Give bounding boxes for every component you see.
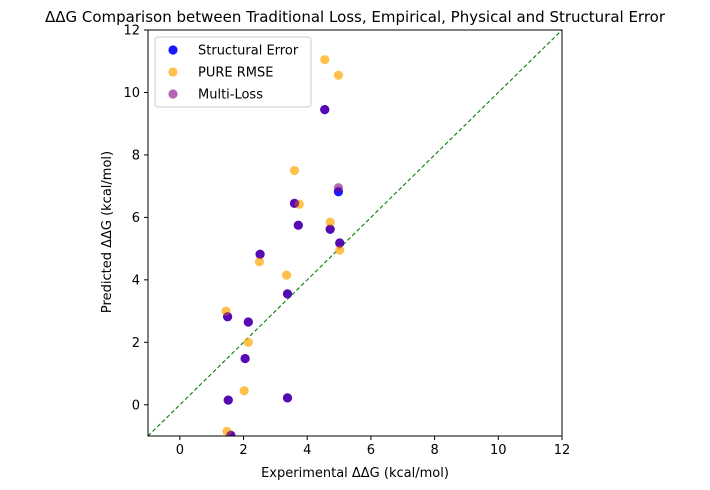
- y-axis-label: Predicted ΔΔG (kcal/mol): [100, 151, 115, 313]
- point-multi-loss-8: [289, 198, 300, 208]
- point-multi-loss-11: [325, 224, 335, 234]
- legend-label-2: Multi-Loss: [198, 88, 263, 103]
- x-tick-label: 6: [367, 443, 375, 458]
- plot-frame: [147, 29, 563, 437]
- point-multi-loss-13: [335, 238, 345, 248]
- legend-marker-2: [168, 89, 178, 99]
- point-multi-loss-0: [223, 312, 233, 322]
- legend: Structural Error PURE RMSE Multi-Loss: [154, 36, 312, 108]
- y-tick-label: 0: [132, 398, 140, 413]
- y-tick-label: 8: [132, 148, 140, 163]
- point-pure-rmse-10: [333, 70, 344, 80]
- x-tick-label: 12: [554, 443, 571, 458]
- point-multi-loss-3: [240, 353, 250, 364]
- point-pure-rmse-11: [335, 245, 345, 255]
- point-pure-rmse-2: [239, 386, 249, 396]
- legend-marker-1: [168, 67, 178, 77]
- reference-line: [148, 30, 562, 436]
- y-tick-label: 10: [123, 86, 140, 101]
- point-multi-loss-5: [255, 249, 265, 259]
- y-tick-label: 12: [123, 24, 140, 39]
- point-pure-rmse-8: [320, 55, 330, 65]
- x-tick-label: 10: [490, 443, 507, 458]
- x-tick-label: 0: [176, 443, 184, 458]
- point-pure-rmse-6: [289, 165, 300, 176]
- legend-marker-0: [168, 45, 178, 55]
- x-axis-label: Experimental ΔΔG (kcal/mol): [261, 466, 449, 481]
- point-multi-loss-6: [282, 289, 293, 299]
- y-tick-label: 4: [132, 273, 140, 288]
- chart-title: ΔΔG Comparison between Traditional Loss,…: [45, 8, 666, 26]
- point-pure-rmse-4: [254, 257, 265, 267]
- point-multi-loss-10: [320, 105, 330, 115]
- y-tick-label: 2: [132, 336, 140, 351]
- legend-label-0: Structural Error: [198, 44, 299, 59]
- point-multi-loss-12: [333, 183, 344, 193]
- x-tick-label: 2: [239, 443, 247, 458]
- y-tick-label: 6: [132, 211, 140, 226]
- point-multi-loss-1: [223, 395, 233, 405]
- x-tick-label: 8: [430, 443, 438, 458]
- x-tick-label: 4: [303, 443, 311, 458]
- points-group: [221, 55, 345, 436]
- point-pure-rmse-5: [281, 270, 292, 280]
- legend-label-1: PURE RMSE: [198, 66, 273, 81]
- point-multi-loss-7: [282, 393, 293, 403]
- point-multi-loss-9: [293, 220, 303, 230]
- point-multi-loss-4: [243, 317, 253, 327]
- legend-box: [154, 36, 312, 108]
- point-pure-rmse-3: [243, 337, 253, 347]
- plot-area: 0 2 4 6 8 10 12 0 2 4 6 8 10 12: [123, 24, 570, 459]
- point-pure-rmse-9: [325, 217, 335, 227]
- point-multi-loss-2: [226, 430, 236, 436]
